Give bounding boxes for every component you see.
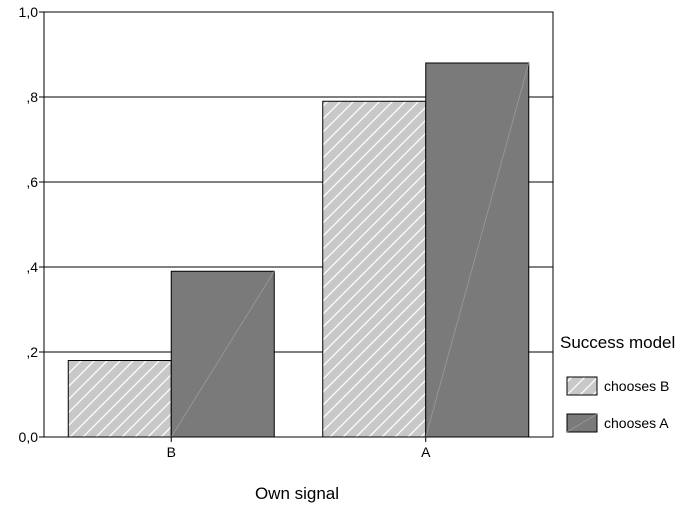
- axes: 0,0 ,2 ,4 ,6 ,8 1,0 B A: [19, 4, 554, 460]
- x-axis-title: Own signal: [255, 484, 339, 503]
- y-tick-label: ,8: [26, 89, 38, 105]
- y-tick-label: ,4: [26, 259, 38, 275]
- legend-swatch-line: [566, 413, 598, 433]
- legend-label: chooses B: [604, 378, 669, 394]
- legend-title: Success model: [560, 333, 675, 352]
- bar-a-chooses-b: [322, 100, 427, 438]
- y-tick-label: 1,0: [19, 4, 39, 20]
- y-tick-label: ,2: [26, 344, 38, 360]
- y-tick-label: ,6: [26, 174, 38, 190]
- legend-swatch: [566, 376, 598, 396]
- bar-b-chooses-b: [67, 360, 172, 438]
- legend-label: chooses A: [604, 415, 669, 431]
- bar-sheen-line: [425, 62, 530, 438]
- legend: Success model chooses B chooses A: [560, 333, 675, 433]
- y-tick-label: 0,0: [19, 429, 39, 445]
- bar-sheen-line: [170, 271, 275, 438]
- plot-frame: [43, 11, 554, 438]
- x-tick-label: B: [167, 444, 176, 460]
- bars: [67, 62, 530, 438]
- x-tick-label: A: [421, 444, 431, 460]
